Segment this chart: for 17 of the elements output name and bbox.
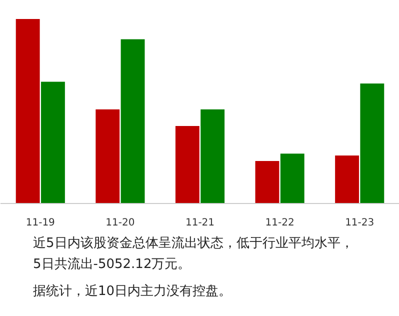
bar [255, 161, 280, 204]
bar [96, 109, 120, 204]
text: 据统计，近10日内主力没有控盘。 [33, 283, 233, 301]
x-tick-label: 11-21 [185, 218, 215, 228]
x-tick-label: 11-23 [345, 218, 374, 228]
x-tick-label: 11-20 [106, 218, 135, 228]
bar [120, 39, 145, 204]
bar [200, 109, 225, 204]
bar [41, 82, 65, 204]
bar [360, 84, 384, 204]
bar [335, 156, 359, 204]
bar [175, 126, 200, 204]
x-tick-label: 11-19 [26, 218, 55, 228]
text: 近5日内该股资金总体呈流出状态，低于行业平均水平，5日共流出-5052.12万元。 [33, 235, 354, 274]
bar [280, 154, 304, 204]
x-tick-label: 11-22 [265, 218, 294, 228]
bar [16, 18, 40, 204]
